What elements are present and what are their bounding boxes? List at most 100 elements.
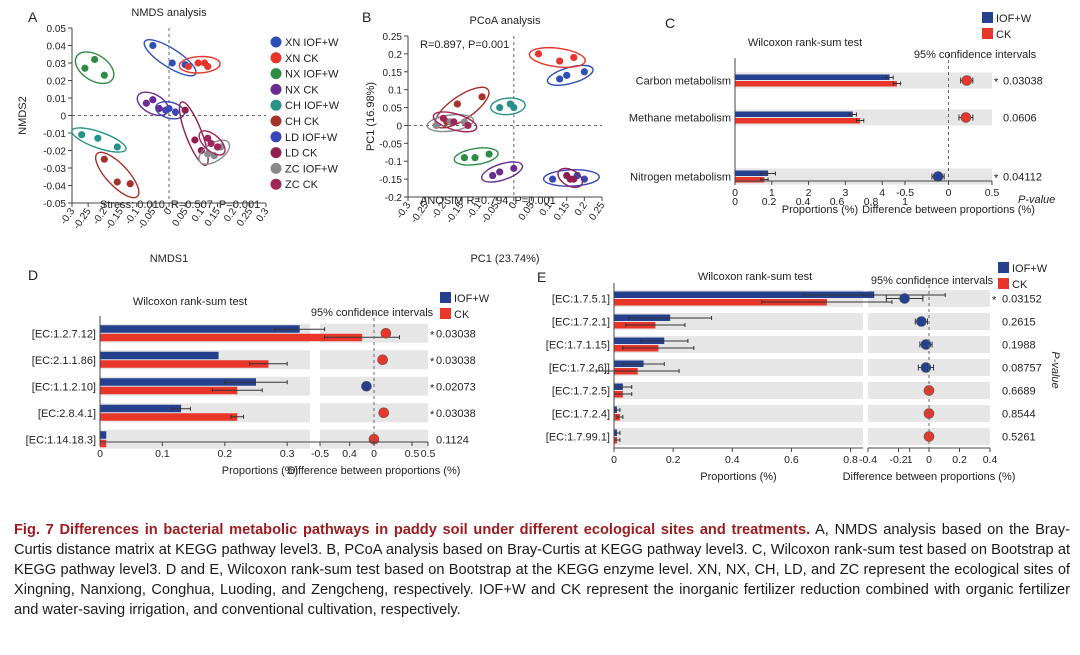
data-point (432, 121, 440, 130)
data-point (100, 155, 108, 163)
x-tick-label-secondary: 0.2 (762, 196, 777, 208)
data-point (113, 143, 121, 151)
legend-label: NX IOF+W (285, 69, 339, 81)
x-tick-label: 0.2 (217, 448, 232, 460)
significance-marker: * (994, 173, 999, 185)
panel-E-pvalue-label: P-value (1049, 351, 1061, 388)
y-tick-label: 0.05 (383, 104, 403, 115)
y-tick-label: -0.15 (379, 175, 402, 186)
row-band (614, 313, 863, 330)
legend-label: CH CK (285, 116, 320, 128)
category-label: [EC:2.1.1.86] (32, 355, 96, 367)
legend-marker (270, 68, 282, 80)
x-tick-label: 0 (732, 187, 738, 199)
bar-iof (100, 351, 219, 360)
confidence-ellipse (178, 55, 221, 74)
panel-E-title: Wilcoxon rank-sum test (698, 271, 812, 283)
legend-swatch-iof (982, 12, 993, 23)
difference-point (920, 339, 932, 350)
legend-label: IOF+W (454, 293, 490, 305)
panel-E-ci-label: 95% confidence intervals (871, 275, 994, 287)
category-label: [EC:1.7.1.15] (546, 340, 610, 352)
panel-C-ci-label: 95% confidence intervals (914, 49, 1037, 61)
category-label: [EC:1.14.18.3] (26, 434, 96, 446)
bar-ck (100, 360, 269, 368)
row-band (320, 350, 428, 370)
panel-C-pvalue-label: P-value (1018, 194, 1055, 206)
bar-iof (735, 74, 890, 80)
x-tick-label: -0.25 (72, 206, 94, 231)
legend-label: CK (454, 309, 470, 321)
category-label: [EC:1.1.2.10] (32, 381, 96, 393)
data-point (91, 55, 99, 64)
x-tick-label: 0.5 (985, 187, 1000, 199)
legend-marker (270, 178, 282, 190)
x-tick-label: 0.2 (666, 454, 681, 466)
legend-marker (270, 83, 282, 95)
panel-C-xlabel-left: Proportions (%) (782, 204, 858, 216)
y-tick-label: 0.2 (388, 50, 402, 61)
row-band (614, 428, 863, 445)
y-tick-label: -0.2 (385, 193, 403, 204)
category-label: Carbon metabolism (636, 76, 731, 88)
x-tick-label-secondary: 0 (732, 196, 738, 208)
data-point (204, 62, 212, 71)
panel-D-xlabel-right: Difference between proportions (%) (288, 465, 461, 477)
data-point (439, 114, 447, 122)
x-tick-label: 0.5 (421, 448, 436, 460)
difference-point (361, 380, 372, 392)
row-band (614, 336, 863, 353)
bar-ck (100, 386, 238, 395)
x-tick-label: 0.3 (280, 448, 295, 460)
panel-E-xlabel-right: Difference between proportions (%) (843, 471, 1016, 483)
confidence-ellipse (143, 39, 197, 77)
row-band (320, 403, 428, 423)
data-point (126, 180, 134, 188)
data-point (191, 136, 199, 144)
y-tick-label: -0.05 (43, 199, 66, 210)
legend-marker (270, 115, 282, 127)
p-value: 0.08757 (1002, 363, 1042, 375)
legend-swatch-ck (982, 28, 993, 39)
data-point (460, 154, 469, 162)
p-value: 0.2615 (1002, 317, 1036, 329)
panel-B-xlabel: PC1 (23.74%) (470, 253, 539, 265)
y-tick-label: -0.03 (43, 164, 66, 175)
panel-B-ylabel: PC1 (16.98%) (365, 82, 377, 151)
legend-label: XN CK (285, 53, 319, 65)
x-tick-label: 0.8 (843, 454, 858, 466)
x-tick-label: 0.25 (587, 200, 607, 223)
panel-C-xlabel-right: Difference between proportions (%) (862, 204, 1035, 216)
data-point (155, 104, 163, 113)
panel-A-ylabel: NMDS2 (17, 96, 29, 135)
data-point (549, 175, 557, 183)
x-tick-label-secondary: 0.6 (830, 196, 845, 208)
difference-point (932, 171, 944, 182)
difference-point (961, 75, 973, 86)
legend-label: CH IOF+W (285, 100, 340, 112)
data-point (184, 62, 192, 71)
difference-point (916, 316, 927, 327)
data-point (81, 64, 89, 72)
category-label: Methane metabolism (629, 113, 731, 125)
data-point (534, 50, 543, 58)
confidence-ellipse (480, 161, 524, 183)
data-point (570, 175, 578, 183)
p-value: 0.5261 (1002, 432, 1036, 444)
legend-swatch-iof (998, 262, 1009, 273)
confidence-ellipse (198, 130, 226, 156)
legend-label: LD CK (285, 148, 318, 160)
category-label: [EC:1.7.2.1] (552, 317, 610, 329)
bar-iof (735, 170, 769, 176)
x-tick-label: 0 (507, 200, 519, 211)
x-tick-label: -0.5 (896, 187, 914, 199)
data-point (570, 53, 578, 62)
x-tick-label: -0.5 (311, 448, 329, 460)
y-tick-label: 0.03 (47, 59, 67, 70)
data-point (563, 71, 571, 79)
data-point (171, 108, 180, 116)
confidence-ellipse (74, 51, 115, 85)
x-tick-label: 0.4 (342, 448, 357, 460)
x-tick-label: 2 (806, 187, 812, 199)
data-point (453, 100, 461, 108)
